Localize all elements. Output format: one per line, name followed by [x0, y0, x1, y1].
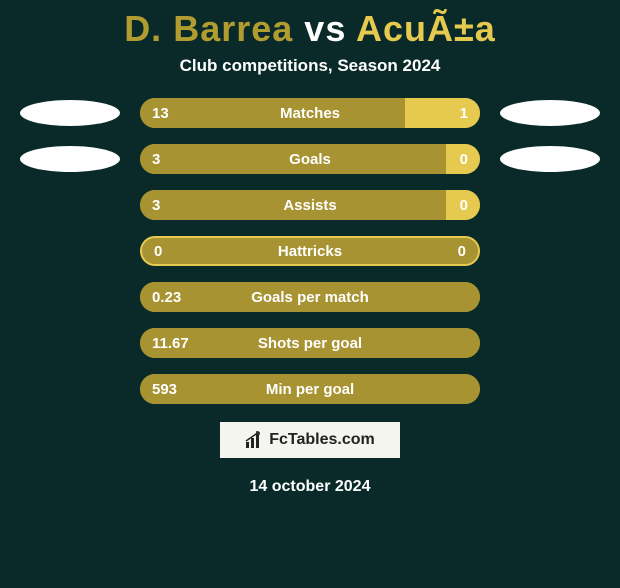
stat-label: Min per goal: [140, 374, 480, 404]
stat-label: Assists: [140, 190, 480, 220]
brand-badge: FcTables.com: [220, 422, 400, 458]
stat-bar: 131Matches: [140, 98, 480, 128]
oval-spacer: [20, 330, 120, 356]
oval-spacer: [20, 376, 120, 402]
stat-label: Matches: [140, 98, 480, 128]
oval-spacer: [500, 192, 600, 218]
oval-spacer: [500, 376, 600, 402]
stat-row: 30Assists: [0, 190, 620, 220]
oval-spacer: [20, 192, 120, 218]
stat-bar: 0.23Goals per match: [140, 282, 480, 312]
subtitle: Club competitions, Season 2024: [0, 56, 620, 76]
stat-label: Hattricks: [142, 238, 478, 264]
stat-bar: 30Goals: [140, 144, 480, 174]
oval-spacer: [500, 330, 600, 356]
stat-label: Shots per goal: [140, 328, 480, 358]
stat-label: Goals: [140, 144, 480, 174]
stat-row: 593Min per goal: [0, 374, 620, 404]
stat-bar: 593Min per goal: [140, 374, 480, 404]
oval-spacer: [20, 284, 120, 310]
title-player2: AcuÃ±a: [356, 8, 496, 49]
stat-bar: 30Assists: [140, 190, 480, 220]
avatar-oval-right: [500, 100, 600, 126]
footer-date: 14 october 2024: [0, 478, 620, 496]
avatar-oval-left: [20, 146, 120, 172]
stat-bar: 00Hattricks: [140, 236, 480, 266]
stat-row: 131Matches: [0, 98, 620, 128]
avatar-oval-left: [20, 100, 120, 126]
stat-row: 0.23Goals per match: [0, 282, 620, 312]
stat-label: Goals per match: [140, 282, 480, 312]
title-vs: vs: [304, 8, 346, 49]
stat-row: 11.67Shots per goal: [0, 328, 620, 358]
oval-spacer: [500, 284, 600, 310]
oval-spacer: [500, 238, 600, 264]
oval-spacer: [20, 238, 120, 264]
avatar-oval-right: [500, 146, 600, 172]
page-title: D. Barrea vs AcuÃ±a: [0, 8, 620, 50]
title-player1: D. Barrea: [124, 8, 293, 49]
chart-icon: [245, 431, 265, 449]
stat-row: 00Hattricks: [0, 236, 620, 266]
stat-bar: 11.67Shots per goal: [140, 328, 480, 358]
brand-text: FcTables.com: [269, 431, 375, 449]
stats-container: 131Matches 30Goals 30Assists 00Hattricks 0.2…: [0, 98, 620, 404]
stat-row: 30Goals: [0, 144, 620, 174]
